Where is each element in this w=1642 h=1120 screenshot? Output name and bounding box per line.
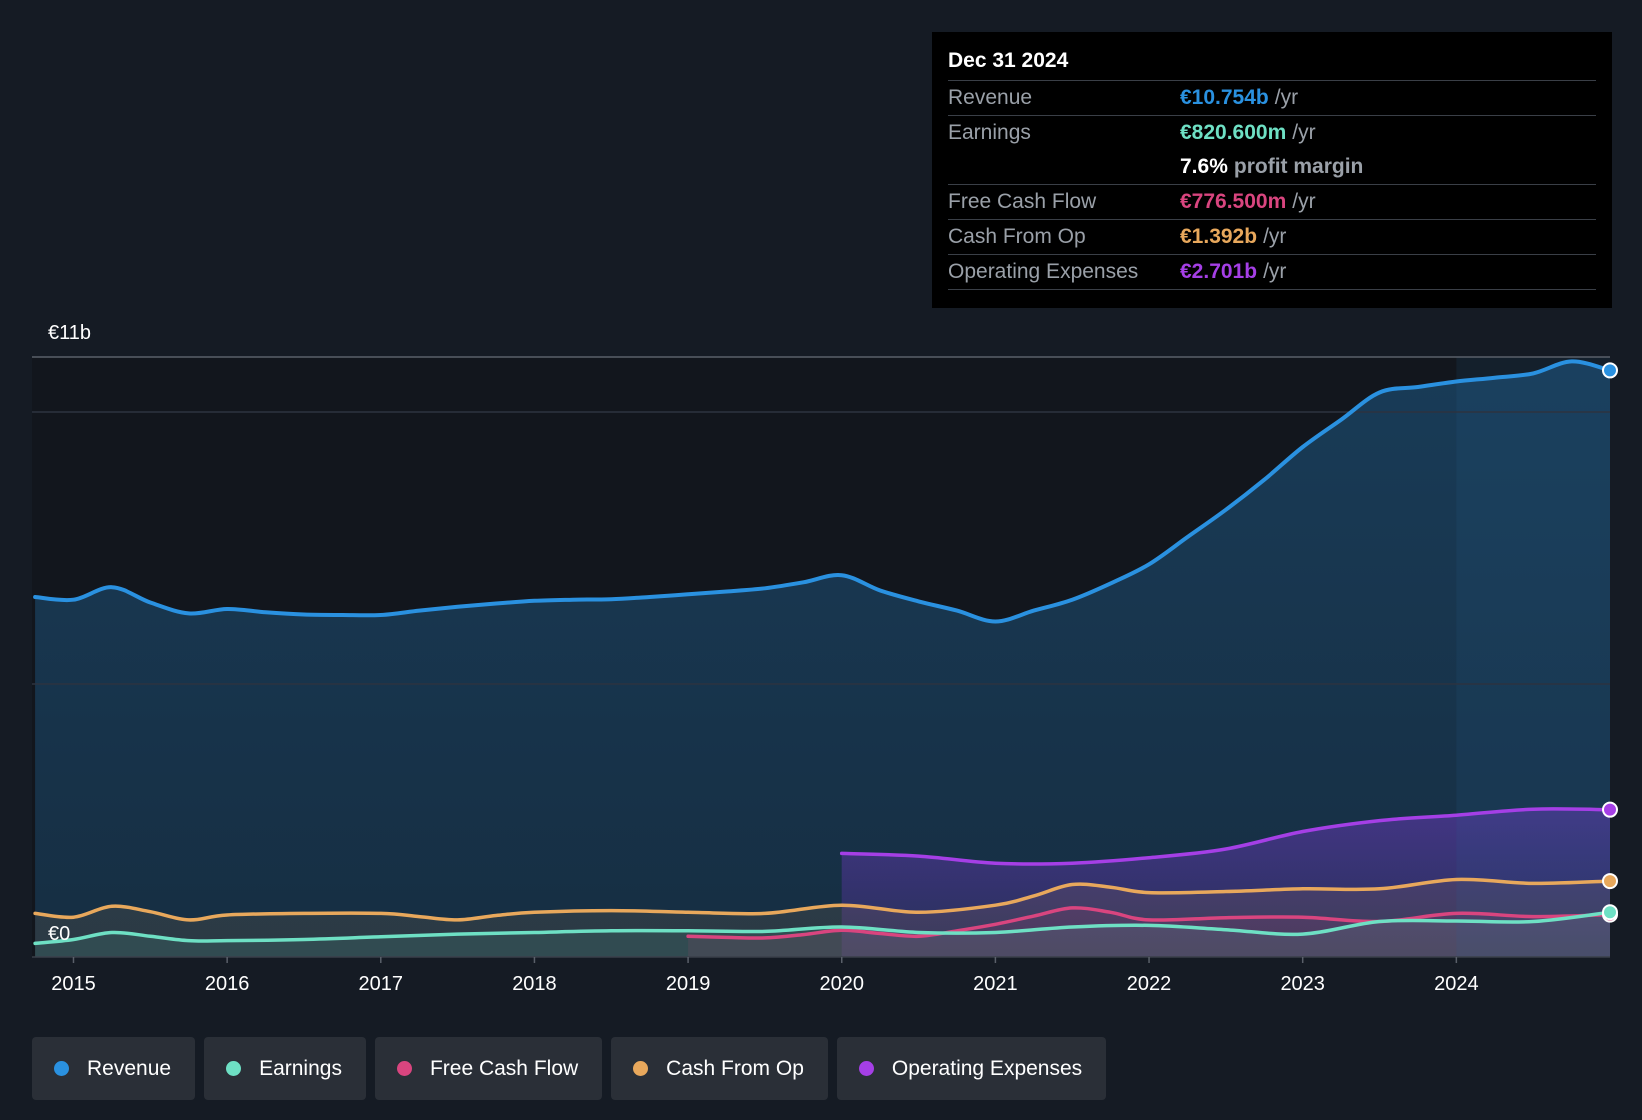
x-tick-label: 2018: [512, 973, 557, 995]
tooltip-date: Dec 31 2024: [948, 46, 1596, 81]
series-line-revenue: [33, 359, 1612, 624]
legend-dot-icon: [858, 1061, 874, 1076]
x-tick-label: 2020: [819, 973, 864, 995]
area-cash-from-op: [35, 879, 1611, 957]
legend-item-earnings[interactable]: Earnings: [204, 1037, 366, 1100]
x-tick-label: 2016: [205, 973, 250, 995]
series-line-operating-expenses: [839, 807, 1612, 866]
legend-dot-icon: [633, 1061, 649, 1076]
tooltip-value-profit-margin: 7.6%: [1180, 155, 1228, 178]
tooltip-row-cfo: Cash From Op €1.392b /yr: [948, 220, 1596, 255]
area-free-cash-flow: [688, 907, 1610, 957]
series-line-cash-from-op: [33, 877, 1612, 922]
highlight-region: [1456, 357, 1610, 957]
legend-item-operating-expenses[interactable]: Operating Expenses: [836, 1037, 1107, 1100]
x-tick-label: 2024: [1434, 973, 1479, 995]
legend-dot-icon: [54, 1061, 69, 1076]
x-tick-label: 2022: [1127, 973, 1172, 995]
y-axis-top-label: €11b: [48, 322, 91, 344]
tooltip-label-fcf: Free Cash Flow: [948, 190, 1097, 213]
legend-label: Operating Expenses: [891, 1056, 1083, 1080]
tooltip-row-earnings: Earnings €820.600m /yr: [948, 116, 1596, 150]
tooltip-row-revenue: Revenue €10.754b /yr: [948, 81, 1596, 116]
tooltip: Dec 31 2024 Revenue €10.754b /yr Earning…: [932, 32, 1612, 308]
legend-item-cash-from-op[interactable]: Cash From Op: [611, 1037, 828, 1100]
tooltip-label-cfo: Cash From Op: [948, 225, 1086, 248]
tooltip-row-opex: Operating Expenses €2.701b /yr: [948, 255, 1596, 290]
legend-dot-icon: [396, 1061, 412, 1076]
tooltip-row-profit-margin: 7.6% profit margin: [948, 150, 1596, 185]
area-revenue: [35, 361, 1611, 957]
tooltip-unit: /yr: [1263, 225, 1287, 248]
legend-label: Free Cash Flow: [429, 1056, 579, 1080]
tooltip-value-earnings: €820.600m: [1180, 121, 1287, 144]
legend-label: Revenue: [87, 1056, 172, 1080]
x-tick-label: 2021: [973, 973, 1018, 995]
end-point-revenue[interactable]: [1602, 362, 1618, 379]
tooltip-unit: /yr: [1263, 260, 1287, 283]
area-earnings: [35, 912, 1611, 957]
tooltip-unit: /yr: [1292, 190, 1316, 213]
y-axis-bottom-label: €0: [48, 923, 70, 945]
tooltip-row-fcf: Free Cash Flow €776.500m /yr: [948, 185, 1596, 220]
tooltip-unit: /yr: [1274, 86, 1299, 109]
legend-label: Earnings: [259, 1056, 342, 1080]
tooltip-value-opex: €2.701b: [1180, 260, 1258, 283]
legend-item-revenue[interactable]: Revenue: [32, 1037, 196, 1100]
tooltip-label-earnings: Earnings: [948, 121, 1031, 144]
x-tick-label: 2023: [1280, 973, 1325, 995]
tooltip-label-revenue: Revenue: [948, 86, 1033, 109]
tooltip-value-cfo: €1.392b: [1180, 225, 1258, 248]
legend-dot-icon: [226, 1061, 242, 1076]
legend-item-free-cash-flow[interactable]: Free Cash Flow: [374, 1037, 603, 1100]
tooltip-value-fcf: €776.500m: [1180, 190, 1287, 213]
end-point-cash-from-op[interactable]: [1602, 873, 1618, 890]
legend: Revenue Earnings Free Cash Flow Cash Fro…: [32, 1037, 1107, 1100]
tooltip-value-revenue: €10.754b: [1180, 86, 1269, 109]
tooltip-label-opex: Operating Expenses: [948, 260, 1139, 283]
legend-label: Cash From Op: [666, 1056, 804, 1080]
end-point-earnings[interactable]: [1602, 904, 1618, 921]
x-tick-label: 2017: [359, 973, 404, 995]
x-tick-label: 2019: [666, 973, 711, 995]
series-line-earnings: [33, 910, 1612, 946]
end-point-operating-expenses[interactable]: [1602, 801, 1618, 818]
tooltip-unit: /yr: [1292, 121, 1316, 144]
x-tick-label: 2015: [51, 973, 96, 995]
tooltip-label-profit-margin: profit margin: [1233, 155, 1364, 178]
